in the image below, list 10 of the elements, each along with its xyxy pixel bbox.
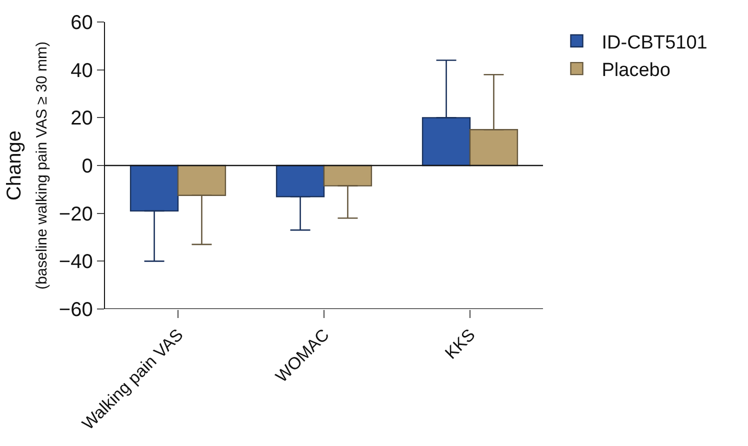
y-tick-label: −40 (58, 251, 93, 274)
y-tick-label: 20 (70, 108, 93, 130)
y-tick-label: −20 (58, 203, 93, 226)
legend-label: ID-CBT5101 (602, 32, 708, 54)
y-axis-title: Change (baseline walking pain VAS ≥ 30 mm) (3, 41, 50, 290)
y-tick-label: 40 (70, 60, 93, 82)
y-tick-label: 60 (70, 12, 93, 34)
y-tick-label: 0 (82, 156, 93, 178)
y-tick-label: −60 (58, 299, 93, 321)
legend-label: Placebo (602, 60, 670, 81)
